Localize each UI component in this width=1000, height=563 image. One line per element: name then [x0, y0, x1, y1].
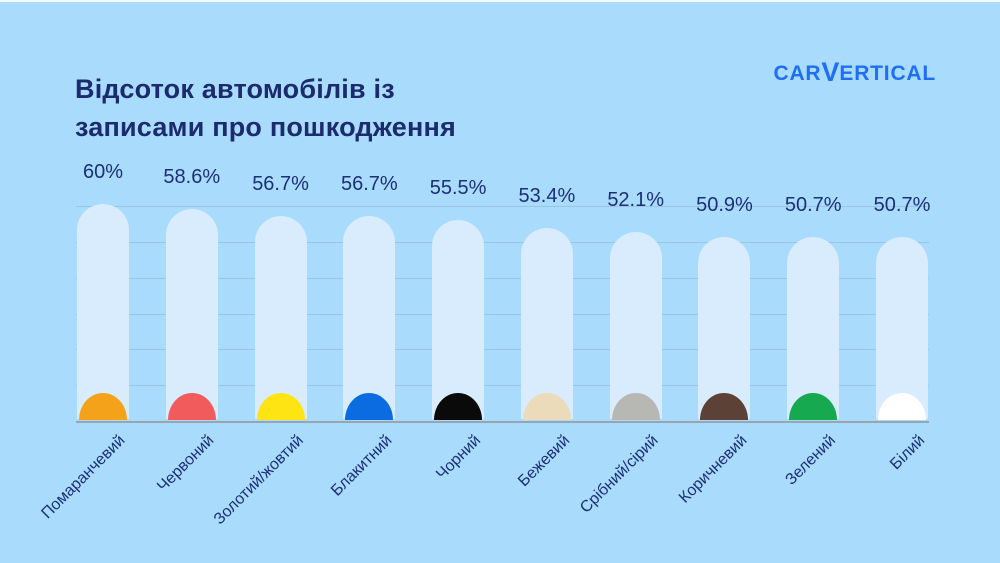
bar-value-label: 50.9% [696, 193, 753, 216]
bar-category-label: Бежевий [514, 432, 573, 491]
x-axis-line [76, 421, 929, 423]
bar-category-label: Червоний [154, 432, 218, 496]
logo-v-mark-icon: V [821, 57, 840, 87]
bar [432, 220, 485, 420]
bar-category-label: Помаранчевий [38, 432, 130, 523]
logo-text-ertical: ERTICAL [839, 62, 936, 85]
car-color-dome [79, 393, 127, 420]
bar-category-label: Срібний/сірий [577, 432, 662, 517]
car-color-dome [167, 393, 216, 420]
bar-value-label: 58.6% [163, 166, 221, 189]
bar-category-label: Білий [886, 432, 929, 474]
gridline [76, 277, 929, 279]
bar-category-label: Зелений [782, 432, 840, 489]
bar-category-label: Блакитний [327, 432, 396, 500]
chart-title-line2: записами про пошкодження [75, 112, 456, 143]
bar [698, 236, 751, 420]
bar [876, 237, 929, 420]
car-color-dome [256, 393, 305, 420]
gridline [76, 241, 929, 243]
bar [165, 209, 218, 420]
car-color-dome [611, 393, 660, 420]
gridline [76, 385, 929, 387]
car-color-dome [522, 393, 571, 420]
bar-value-label: 55.5% [429, 177, 487, 200]
bar [520, 227, 573, 420]
bar [254, 215, 307, 420]
bar-category-label: Золотий/жовтий [210, 432, 307, 529]
car-color-dome [434, 393, 483, 420]
bar-value-label: 56.7% [340, 172, 398, 195]
gridline [76, 349, 929, 351]
gridline [76, 313, 929, 315]
car-color-dome [345, 393, 394, 420]
bar-value-label: 52.1% [607, 189, 665, 212]
carvertical-logo: CARVERTICAL [773, 59, 936, 86]
bar-category-label: Чорний [433, 432, 485, 484]
bar-value-label: 50.7% [784, 194, 842, 217]
car-color-dome [700, 393, 749, 420]
gridline [76, 206, 929, 207]
bar [343, 215, 396, 420]
bar-value-label: 53.4% [518, 184, 576, 207]
logo-text-car: CAR [773, 62, 822, 85]
car-color-dome [878, 393, 927, 420]
chart-title-line1: Відсоток автомобілів із [75, 74, 395, 105]
car-color-dome [789, 393, 838, 420]
bar [609, 232, 662, 420]
bar-category-label: Коричневий [675, 432, 751, 507]
bar-value-label: 56.7% [252, 172, 309, 195]
chart-title: Відсоток автомобілів із записами про пош… [75, 70, 456, 146]
bar-value-label: 60% [82, 161, 124, 183]
bar-value-label: 50.7% [873, 194, 931, 217]
bar [77, 204, 129, 420]
bar [787, 237, 840, 420]
